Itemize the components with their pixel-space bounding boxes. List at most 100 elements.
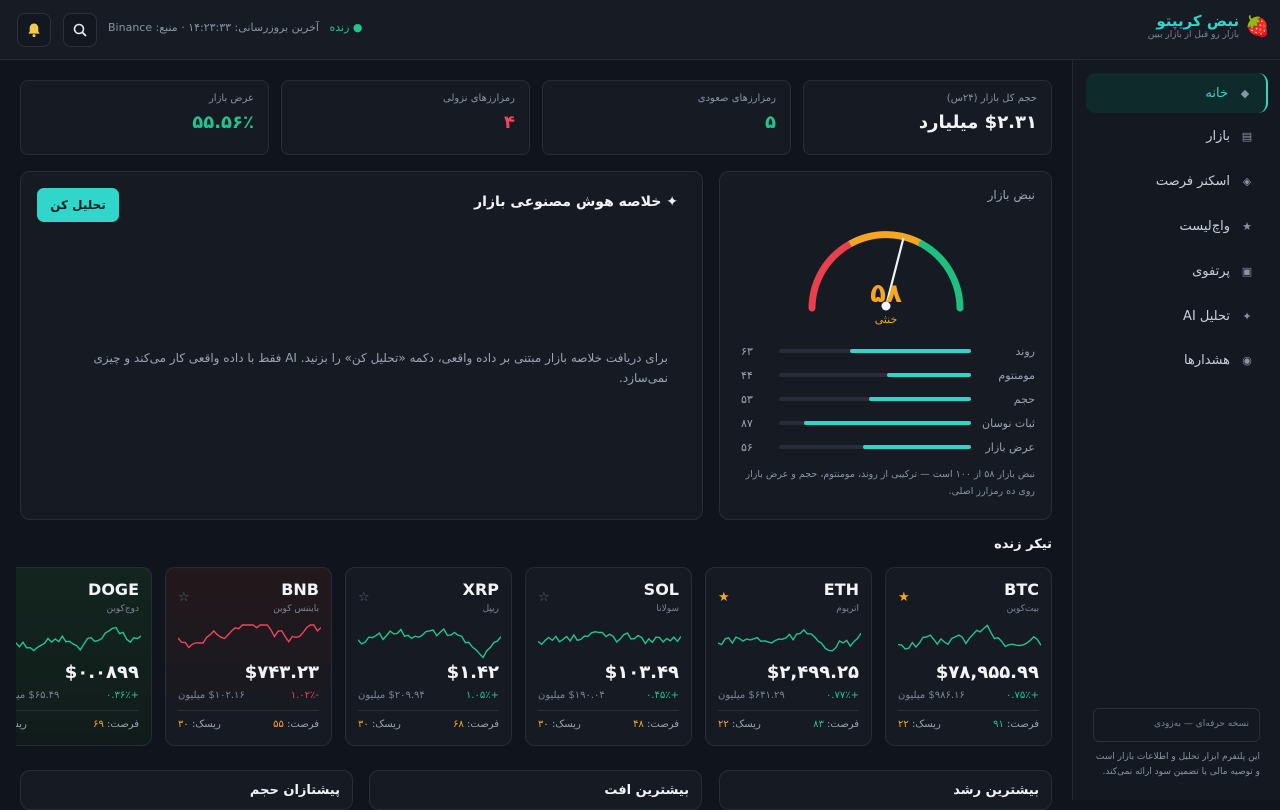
analyze-button[interactable]: تحلیل کن xyxy=(37,188,119,222)
ticker-symbol: DOGE xyxy=(88,580,139,599)
ticker-name: بایننس کوین xyxy=(273,604,319,614)
ticker-card-xrp[interactable]: XRP ریپل ☆ $۱.۴۲ +۱.۰۵٪ $۲۰۹.۹۴ میلیون فرصت: ۶… xyxy=(345,567,512,746)
stat-card-losers: رمزارزهای نزولی ۴ xyxy=(281,80,530,155)
risk-score: ریسک: ۳۰ xyxy=(178,719,221,730)
opportunity-score: فرصت: ۸۳ xyxy=(813,719,859,730)
bar-label: مومنتوم xyxy=(998,368,1035,382)
portfolio-icon: ▣ xyxy=(1241,264,1253,278)
sidebar-item-alerts[interactable]: ◉ هشدارها xyxy=(1086,340,1268,380)
disclaimer-text: این پلتفرم ابزار تحلیل و اطلاعات بازار ا… xyxy=(1095,752,1260,777)
search-button[interactable] xyxy=(63,13,97,47)
stat-card-gainers: رمزارزهای صعودی ۵ xyxy=(542,80,791,155)
sidebar-item-portfolio[interactable]: ▣ پرتفوی xyxy=(1086,251,1268,291)
opportunity-score: فرصت: ۹۱ xyxy=(993,719,1039,730)
sidebar-item-label: پرتفوی xyxy=(1192,263,1230,279)
star-icon[interactable]: ☆ xyxy=(538,590,550,605)
bar-label: روند xyxy=(1015,344,1035,358)
sidebar-item-watchlist[interactable]: ★ واچ‌لیست xyxy=(1086,206,1268,246)
stat-label: عرض بازار xyxy=(208,93,254,104)
ai-summary-card: ✦ خلاصه هوش مصنوعی بازار تحلیل کن برای د… xyxy=(20,171,703,520)
ticker-price: $۷۸,۹۵۵.۹۹ xyxy=(935,662,1039,683)
ticker-change: +۰.۷۷٪ xyxy=(825,690,859,701)
sidebar-item-scanner[interactable]: ◈ اسکنر فرصت xyxy=(1086,161,1268,201)
ticker-symbol: BTC xyxy=(1004,580,1039,599)
sparkle-icon: ✦ xyxy=(1242,309,1252,323)
star-icon[interactable]: ☆ xyxy=(358,590,370,605)
card-title: بیشترین رشد xyxy=(953,783,1039,798)
ticker-strip[interactable]: BTC بیت‌کوین ★ $۷۸,۹۵۵.۹۹ +۰.۷۵٪ $۹۸۶.۱۶ میلی… xyxy=(16,567,1052,747)
strawberry-logo-icon: 🍓 xyxy=(1245,14,1270,38)
stat-card-breadth: عرض بازار ۵۵.۵۶٪ xyxy=(20,80,269,155)
ai-summary-text: برای دریافت خلاصه بازار مبتنی بر داده وا… xyxy=(93,351,668,385)
sidebar-item-market[interactable]: ▤ بازار xyxy=(1086,116,1268,156)
top-losers-card: بیشترین افت xyxy=(369,770,702,810)
sparkline xyxy=(718,628,861,652)
bar-value: ۴۴ xyxy=(741,368,753,382)
live-status: ● زنده آخرین بروزرسانی: ۱۴:۲۳:۳۳ · منبع:… xyxy=(108,21,363,34)
ticker-volume: $۶۴۱.۲۹ میلیون xyxy=(718,690,785,701)
sidebar-item-label: تحلیل AI xyxy=(1183,308,1230,324)
bar-label: عرض بازار xyxy=(985,440,1035,454)
bar-fill xyxy=(863,445,971,449)
star-icon[interactable]: ★ xyxy=(898,590,910,605)
sparkline xyxy=(898,624,1041,650)
ticker-price: $۱۰۳.۴۹ xyxy=(604,662,679,683)
ticker-price: $۱.۴۲ xyxy=(446,662,499,683)
pulse-bar-volatility: ثبات نوسان ۸۷ xyxy=(733,415,1035,431)
pulse-bar-volume: حجم ۵۳ xyxy=(733,391,1035,407)
bar-value: ۵۳ xyxy=(741,392,753,406)
bar-fill xyxy=(869,397,971,401)
sparkline xyxy=(538,630,681,646)
ticker-name: سولانا xyxy=(656,604,679,614)
version-badge: نسخه حرفه‌ای — به‌زودی xyxy=(1093,708,1260,742)
stat-value: ۵ xyxy=(765,112,776,133)
ticker-card-btc[interactable]: BTC بیت‌کوین ★ $۷۸,۹۵۵.۹۹ +۰.۷۵٪ $۹۸۶.۱۶ میلی… xyxy=(885,567,1052,746)
risk-score: ریسک: ۲۲ xyxy=(718,719,761,730)
pulse-gauge: ۵۸ خنثی xyxy=(808,231,964,326)
risk-score: ریسک: ۳۰ xyxy=(538,719,581,730)
pulse-state: خنثی xyxy=(875,313,898,326)
ticker-price: $۰.۰۸۹۹ xyxy=(64,662,139,683)
sidebar-item-home[interactable]: ◆ خانه xyxy=(1086,73,1268,113)
app-subtitle: بازار رو قبل از بازار ببین xyxy=(1147,30,1240,40)
stat-value: ۵۵.۵۶٪ xyxy=(192,112,254,133)
star-icon[interactable]: ★ xyxy=(718,590,730,605)
opportunity-score: فرصت: ۵۵ xyxy=(273,719,319,730)
ticker-card-sol[interactable]: SOL سولانا ☆ $۱۰۳.۴۹ +۰.۴۵٪ $۱۹۰.۰۴ میلیون فرص… xyxy=(525,567,692,746)
pulse-title: نبض بازار xyxy=(987,188,1035,202)
ticker-volume: $۶۵.۴۹ میلیون xyxy=(16,690,60,701)
stat-label: رمزارزهای صعودی xyxy=(697,93,776,104)
table-icon: ▤ xyxy=(1241,129,1253,143)
volume-leaders-card: پیشتازان حجم xyxy=(20,770,353,810)
opportunity-score: فرصت: ۶۹ xyxy=(93,719,139,730)
notifications-button[interactable] xyxy=(17,13,51,47)
star-icon[interactable]: ☆ xyxy=(178,590,190,605)
ticker-name: بیت‌کوین xyxy=(1006,604,1039,614)
pulse-bar-trend: روند ۶۳ xyxy=(733,343,1035,359)
stat-label: رمزارزهای نزولی xyxy=(443,93,515,104)
ticker-symbol: BNB xyxy=(281,580,319,599)
ticker-price: $۷۴۳.۲۳ xyxy=(244,662,319,683)
ticker-change: -۱.۰۲٪ xyxy=(290,690,319,701)
app-title: نبض کریپتو xyxy=(1156,12,1240,30)
pulse-score: ۵۸ xyxy=(870,279,902,309)
brand[interactable]: 🍓 نبض کریپتو بازار رو قبل از بازار ببین xyxy=(1148,12,1270,40)
top-bar: 🍓 نبض کریپتو بازار رو قبل از بازار ببین … xyxy=(0,0,1280,60)
sidebar-item-ai-analysis[interactable]: ✦ تحلیل AI xyxy=(1086,296,1268,336)
ticker-name: دوج‌کوین xyxy=(106,604,139,614)
ticker-name: اتریوم xyxy=(836,604,859,614)
ticker-card-eth[interactable]: ETH اتریوم ★ $۲,۴۹۹.۲۵ +۰.۷۷٪ $۶۴۱.۲۹ میلیون ف… xyxy=(705,567,872,746)
sidebar-item-label: واچ‌لیست xyxy=(1179,218,1230,234)
opportunity-score: فرصت: ۴۸ xyxy=(633,719,679,730)
risk-score: ریسک: ۳۰ xyxy=(358,719,401,730)
bell-icon xyxy=(28,23,40,38)
sparkline xyxy=(178,624,321,649)
ticker-symbol: SOL xyxy=(643,580,679,599)
ticker-card-bnb[interactable]: BNB بایننس کوین ☆ $۷۴۳.۲۳ -۱.۰۲٪ $۱۰۲.۱۶ میلی… xyxy=(165,567,332,746)
search-icon xyxy=(73,23,87,37)
stat-value: ۴ xyxy=(504,112,515,133)
pulse-note: نبض بازار ۵۸ از ۱۰۰ است — ترکیبی از روند… xyxy=(745,469,1035,497)
opportunity-score: فرصت: ۶۸ xyxy=(453,719,499,730)
risk-score: ریسک: ۲۲ xyxy=(898,719,941,730)
